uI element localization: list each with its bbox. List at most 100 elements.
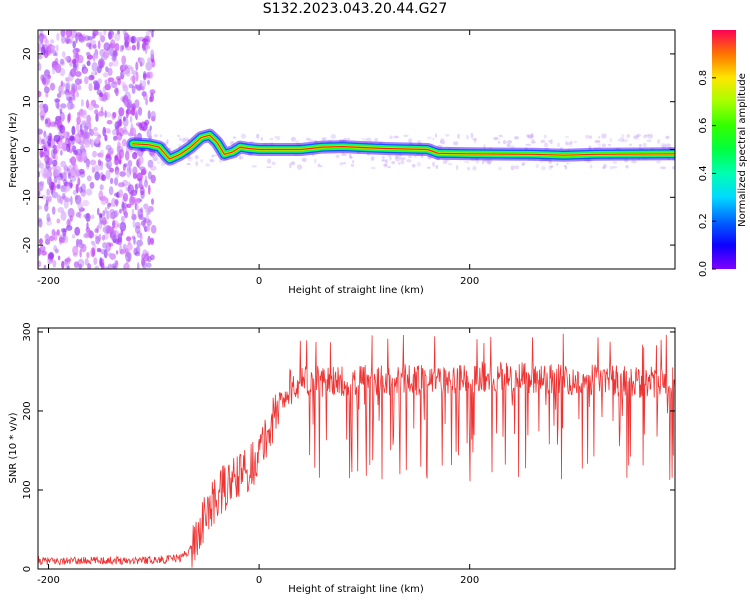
noise-speckle: [125, 45, 132, 51]
noise-speckle: [99, 31, 103, 38]
noise-speckle: [100, 54, 108, 61]
noise-speckle: [82, 199, 90, 207]
noise-speckle: [445, 134, 450, 137]
noise-speckle: [115, 238, 120, 245]
noise-speckle: [139, 61, 143, 67]
y-tick-label: 20: [22, 48, 33, 61]
noise-speckle: [39, 36, 44, 45]
noise-speckle: [153, 154, 158, 157]
noise-speckle: [607, 143, 612, 147]
noise-speckle: [120, 215, 125, 223]
noise-speckle: [85, 51, 91, 57]
noise-speckle: [79, 186, 83, 193]
noise-speckle: [456, 165, 459, 171]
noise-speckle: [289, 163, 292, 169]
noise-speckle: [54, 64, 61, 71]
noise-speckle: [59, 195, 64, 205]
noise-speckle: [66, 183, 71, 192]
noise-speckle: [88, 74, 95, 81]
noise-speckle: [90, 247, 96, 258]
x-tick-label: -200: [37, 575, 60, 586]
noise-speckle: [498, 166, 502, 171]
noise-speckle: [46, 220, 53, 226]
noise-speckle: [186, 163, 191, 166]
noise-speckle: [151, 198, 154, 205]
snr-frame: [37, 327, 676, 570]
noise-speckle: [544, 142, 549, 148]
noise-speckle: [136, 262, 140, 269]
noise-speckle: [45, 144, 50, 154]
noise-speckle: [506, 143, 510, 147]
noise-speckle: [59, 236, 65, 244]
noise-speckle: [104, 231, 109, 240]
noise-speckle: [565, 162, 570, 165]
noise-speckle: [633, 135, 636, 139]
noise-speckle: [115, 261, 119, 269]
noise-speckle: [98, 58, 105, 68]
noise-speckle: [134, 225, 141, 234]
noise-speckle: [78, 243, 85, 249]
noise-speckle: [59, 58, 65, 65]
noise-speckle: [335, 154, 340, 158]
noise-speckle: [394, 156, 401, 162]
noise-speckle: [125, 69, 131, 77]
noise-speckle: [389, 135, 393, 140]
noise-speckle: [194, 155, 199, 160]
colorbar-tick-label: 0.6: [698, 118, 709, 134]
noise-speckle: [321, 137, 327, 141]
noise-speckle: [549, 165, 554, 168]
noise-speckle: [60, 172, 67, 182]
noise-speckle: [541, 139, 545, 142]
snr-panel: -200 0 200 0 100 200 300 Height of straight l…: [8, 322, 676, 595]
noise-speckle: [112, 111, 117, 119]
spectrogram-x-ticks: -200 0 200: [37, 30, 479, 287]
noise-speckle: [626, 134, 630, 138]
noise-speckle: [61, 35, 66, 44]
noise-speckle: [163, 163, 166, 166]
noise-speckle: [97, 40, 101, 50]
noise-speckle: [135, 71, 139, 82]
noise-speckle: [119, 208, 122, 214]
noise-speckle: [549, 139, 553, 145]
noise-speckle: [56, 44, 59, 53]
noise-speckle: [394, 154, 400, 159]
noise-speckle: [119, 248, 125, 255]
noise-speckle: [106, 129, 111, 134]
noise-speckle: [101, 174, 105, 181]
noise-speckle: [177, 134, 180, 138]
noise-speckle: [59, 108, 63, 114]
noise-speckle: [70, 156, 77, 166]
noise-speckle: [498, 134, 504, 138]
noise-speckle: [147, 171, 152, 180]
noise-speckle: [76, 152, 83, 162]
noise-speckle: [43, 133, 49, 143]
noise-speckle: [145, 31, 151, 36]
noise-speckle: [45, 238, 51, 245]
noise-speckle: [137, 106, 143, 116]
noise-speckle: [617, 138, 621, 142]
noise-speckle: [122, 62, 126, 71]
noise-speckle: [123, 32, 130, 42]
noise-speckle: [129, 196, 136, 206]
noise-speckle: [124, 163, 128, 168]
noise-speckle: [143, 71, 147, 79]
noise-speckle: [77, 54, 84, 64]
noise-speckle: [131, 208, 135, 217]
noise-speckle: [114, 42, 120, 52]
noise-speckle: [107, 77, 115, 83]
noise-speckle: [639, 143, 642, 148]
noise-speckle: [66, 143, 71, 153]
noise-speckle: [99, 257, 103, 267]
noise-speckle: [565, 140, 568, 146]
noise-speckle: [107, 203, 110, 209]
noise-speckle: [117, 120, 121, 129]
noise-speckle: [105, 66, 109, 73]
noise-speckle: [51, 67, 56, 75]
ridge-layer: [126, 128, 675, 166]
noise-speckle: [75, 71, 82, 77]
noise-speckle: [123, 262, 130, 269]
noise-speckle: [109, 167, 114, 173]
noise-speckle: [601, 143, 606, 148]
noise-speckle: [98, 213, 103, 218]
noise-speckle: [76, 91, 79, 98]
